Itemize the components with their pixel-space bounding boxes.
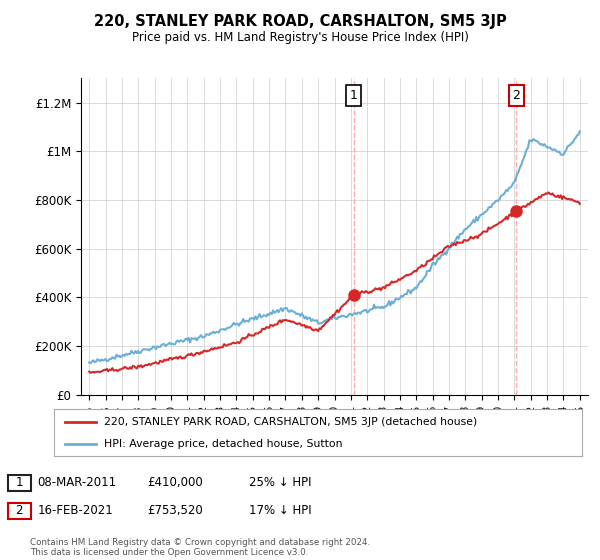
Text: Contains HM Land Registry data © Crown copyright and database right 2024.
This d: Contains HM Land Registry data © Crown c… bbox=[30, 538, 370, 557]
Text: 08-MAR-2011: 08-MAR-2011 bbox=[37, 476, 116, 489]
Text: 220, STANLEY PARK ROAD, CARSHALTON, SM5 3JP (detached house): 220, STANLEY PARK ROAD, CARSHALTON, SM5 … bbox=[104, 417, 478, 427]
Text: HPI: Average price, detached house, Sutton: HPI: Average price, detached house, Sutt… bbox=[104, 438, 343, 449]
Text: £410,000: £410,000 bbox=[147, 476, 203, 489]
Text: Price paid vs. HM Land Registry's House Price Index (HPI): Price paid vs. HM Land Registry's House … bbox=[131, 31, 469, 44]
Text: £753,520: £753,520 bbox=[147, 504, 203, 517]
Text: 1: 1 bbox=[16, 476, 23, 489]
Text: 16-FEB-2021: 16-FEB-2021 bbox=[37, 504, 113, 517]
Text: 25% ↓ HPI: 25% ↓ HPI bbox=[249, 476, 311, 489]
Text: 2: 2 bbox=[512, 89, 520, 102]
Text: 220, STANLEY PARK ROAD, CARSHALTON, SM5 3JP: 220, STANLEY PARK ROAD, CARSHALTON, SM5 … bbox=[94, 14, 506, 29]
Text: 17% ↓ HPI: 17% ↓ HPI bbox=[249, 504, 311, 517]
Text: 1: 1 bbox=[350, 89, 358, 102]
Text: 2: 2 bbox=[16, 504, 23, 517]
